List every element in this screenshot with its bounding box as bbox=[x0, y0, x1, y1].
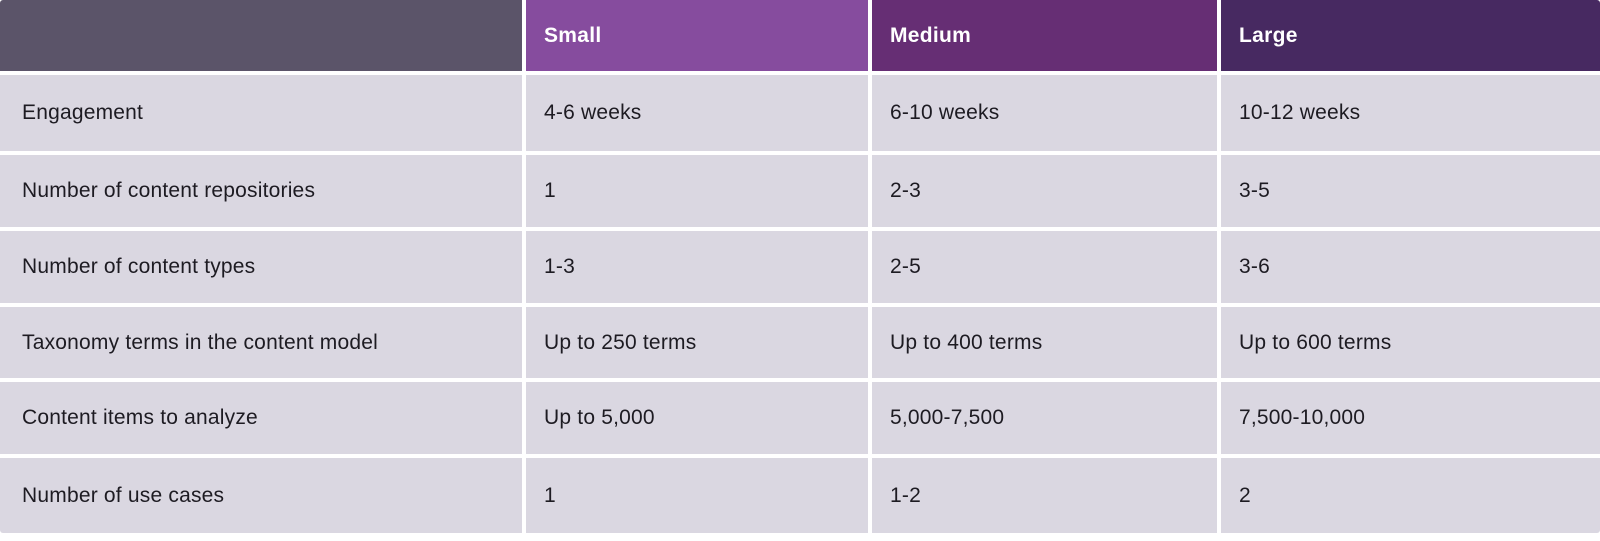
cell-items-large: 7,500-10,000 bbox=[1221, 382, 1600, 454]
cell-taxonomy-large: Up to 600 terms bbox=[1221, 307, 1600, 378]
cell-taxonomy-medium: Up to 400 terms bbox=[872, 307, 1217, 378]
cell-items-medium: 5,000-7,500 bbox=[872, 382, 1217, 454]
cell-use-cases-small: 1 bbox=[526, 458, 868, 533]
cell-engagement-medium: 6-10 weeks bbox=[872, 75, 1217, 151]
row-label-content-items: Content items to analyze bbox=[0, 382, 522, 454]
cell-repositories-large: 3-5 bbox=[1221, 155, 1600, 227]
cell-taxonomy-small: Up to 250 terms bbox=[526, 307, 868, 378]
cell-use-cases-large: 2 bbox=[1221, 458, 1600, 533]
cell-items-small: Up to 5,000 bbox=[526, 382, 868, 454]
column-header-small: Small bbox=[526, 0, 868, 71]
row-label-content-types: Number of content types bbox=[0, 231, 522, 303]
cell-repositories-medium: 2-3 bbox=[872, 155, 1217, 227]
cell-engagement-large: 10-12 weeks bbox=[1221, 75, 1600, 151]
corner-header-cell bbox=[0, 0, 522, 71]
row-label-taxonomy-terms: Taxonomy terms in the content model bbox=[0, 307, 522, 378]
column-header-medium: Medium bbox=[872, 0, 1217, 71]
cell-types-large: 3-6 bbox=[1221, 231, 1600, 303]
cell-engagement-small: 4-6 weeks bbox=[526, 75, 868, 151]
cell-repositories-small: 1 bbox=[526, 155, 868, 227]
row-label-use-cases: Number of use cases bbox=[0, 458, 522, 533]
cell-types-medium: 2-5 bbox=[872, 231, 1217, 303]
column-header-large: Large bbox=[1221, 0, 1600, 71]
row-label-engagement: Engagement bbox=[0, 75, 522, 151]
cell-use-cases-medium: 1-2 bbox=[872, 458, 1217, 533]
row-label-content-repositories: Number of content repositories bbox=[0, 155, 522, 227]
cell-types-small: 1-3 bbox=[526, 231, 868, 303]
